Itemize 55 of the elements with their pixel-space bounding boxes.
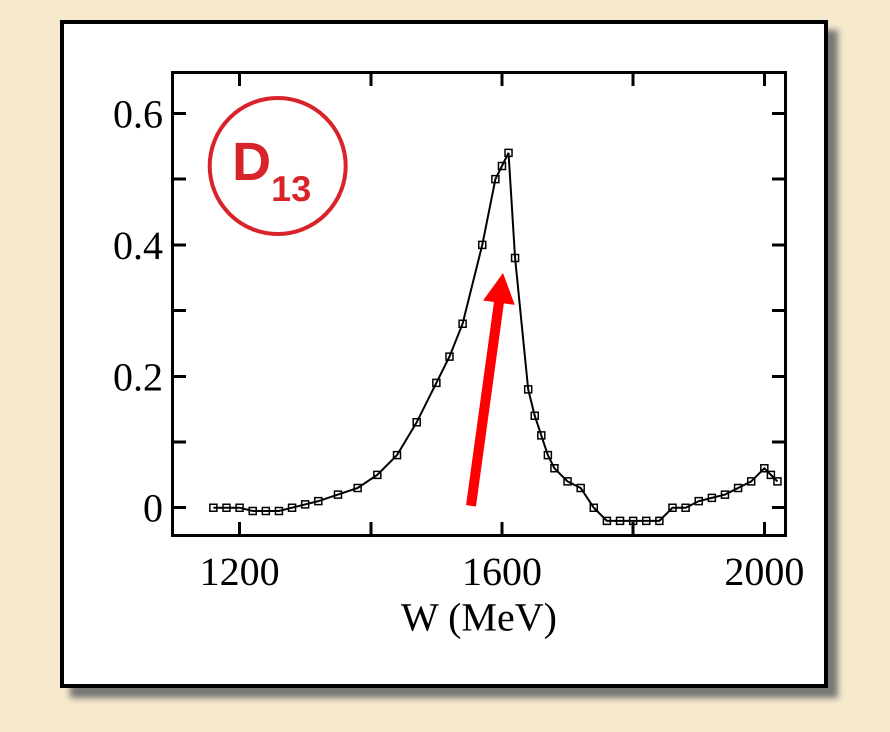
point	[655, 516, 664, 526]
point	[458, 319, 467, 328]
point	[314, 496, 323, 506]
point	[392, 450, 402, 460]
point	[746, 477, 756, 486]
y-tick-label: 0.6	[113, 91, 163, 136]
y-tick-label: 0.4	[113, 222, 163, 268]
point	[248, 506, 257, 516]
point	[274, 506, 284, 516]
point	[576, 484, 585, 492]
point	[491, 174, 500, 184]
x-tick-label: 2000	[724, 549, 804, 594]
point	[590, 503, 598, 512]
point	[616, 516, 624, 526]
point	[628, 516, 638, 526]
point	[773, 477, 782, 486]
point	[524, 385, 532, 394]
point	[300, 500, 310, 509]
x-tick-label: 1200	[200, 549, 280, 594]
point	[668, 503, 677, 512]
point	[288, 503, 296, 512]
point	[209, 503, 218, 512]
point	[694, 496, 703, 506]
y-tick-label: 0	[143, 486, 163, 531]
point	[504, 148, 513, 158]
point	[235, 503, 244, 512]
point	[734, 484, 742, 492]
point	[353, 484, 362, 492]
point	[760, 464, 769, 473]
x-axis-title: W (MeV)	[401, 594, 557, 640]
point	[550, 464, 559, 473]
point	[708, 494, 716, 502]
point	[766, 470, 776, 480]
point	[681, 503, 690, 512]
point	[537, 431, 546, 440]
annotation: D$_{13}$	[232, 132, 312, 208]
point	[373, 470, 382, 480]
point	[544, 450, 552, 460]
point	[262, 506, 270, 516]
point	[563, 477, 572, 486]
point	[222, 503, 231, 512]
point	[478, 240, 487, 250]
point	[498, 162, 506, 170]
x-tick-label: 1600	[462, 549, 542, 594]
point	[720, 490, 730, 499]
point	[445, 352, 454, 361]
circled-label: D$_{13}$	[208, 96, 348, 236]
point	[642, 516, 651, 526]
point	[602, 516, 612, 526]
point	[412, 418, 421, 427]
point	[510, 254, 520, 262]
y-tick-label: 0.2	[113, 354, 163, 400]
point	[432, 378, 441, 388]
point	[530, 411, 539, 420]
point	[334, 490, 342, 499]
